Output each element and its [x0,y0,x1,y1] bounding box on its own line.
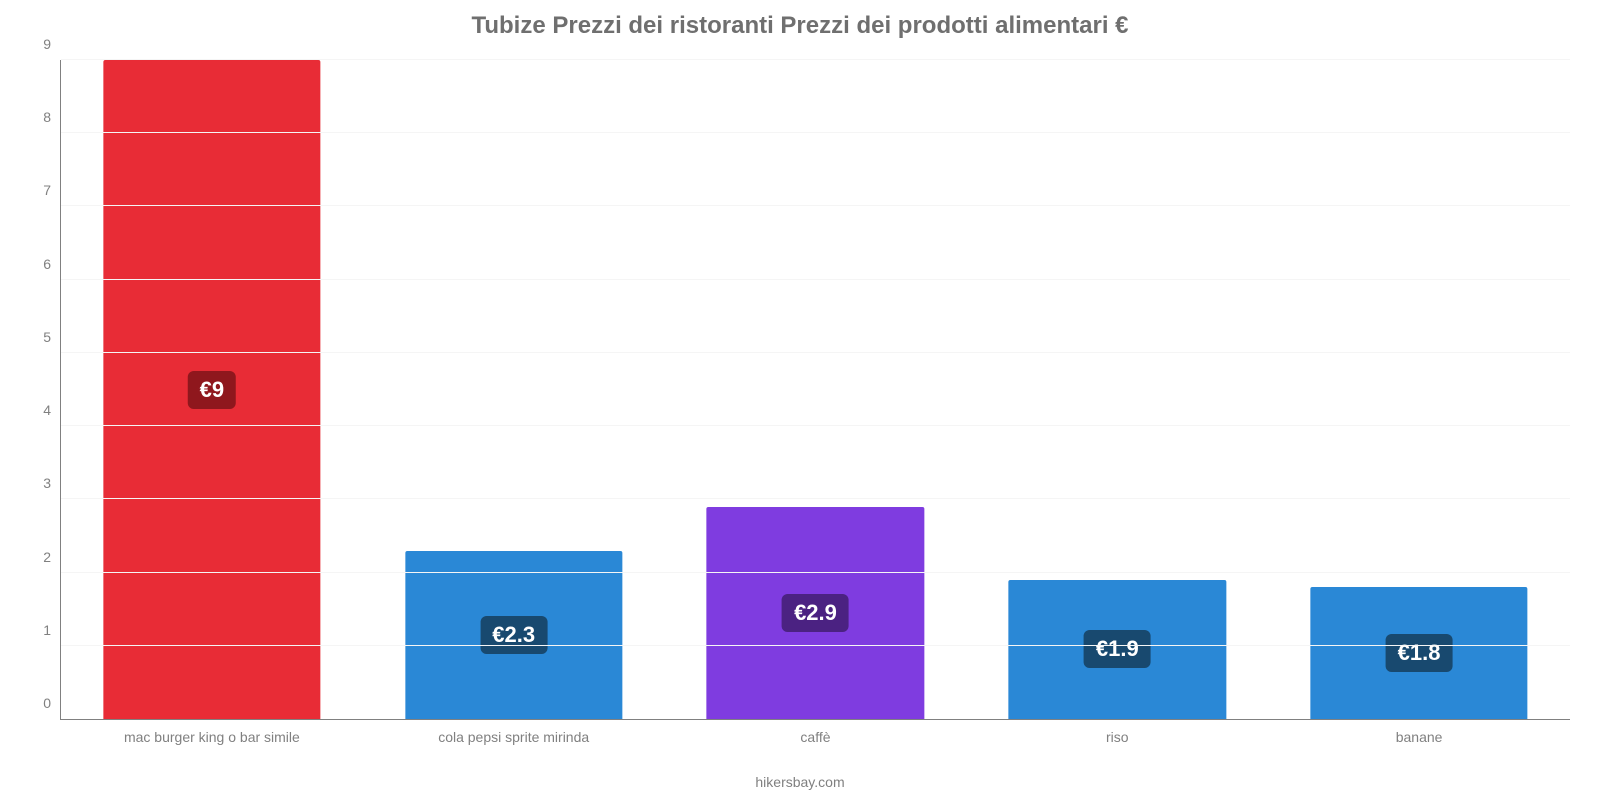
chart-title: Tubize Prezzi dei ristoranti Prezzi dei … [0,12,1600,40]
y-tick-label: 8 [43,109,61,125]
x-tick-label: riso [1106,719,1129,745]
grid-line [61,645,1570,646]
y-tick-label: 2 [43,549,61,565]
x-tick-label: banane [1396,719,1443,745]
bar-slot: €1.9riso [966,60,1268,719]
y-tick-label: 7 [43,182,61,198]
y-tick-label: 3 [43,475,61,491]
bars-container: €9mac burger king o bar simile€2.3cola p… [61,60,1570,719]
y-tick-label: 0 [43,695,61,711]
grid-line [61,59,1570,60]
bar-slot: €9mac burger king o bar simile [61,60,363,719]
bar-value-label: €1.9 [1084,630,1151,668]
grid-line [61,279,1570,280]
y-tick-label: 1 [43,622,61,638]
bar-value-label: €1.8 [1386,634,1453,672]
bar-slot: €1.8banane [1268,60,1570,719]
grid-line [61,132,1570,133]
grid-line [61,205,1570,206]
x-tick-label: mac burger king o bar simile [124,719,300,745]
x-tick-label: caffè [800,719,830,745]
price-chart: Tubize Prezzi dei ristoranti Prezzi dei … [0,0,1600,800]
bar-value-label: €2.3 [480,616,547,654]
bar-value-label: €2.9 [782,594,849,632]
y-tick-label: 5 [43,329,61,345]
grid-line [61,498,1570,499]
plot-area: €9mac burger king o bar simile€2.3cola p… [60,60,1570,720]
bar-slot: €2.9caffè [665,60,967,719]
bar-value-label: €9 [188,371,236,409]
grid-line [61,352,1570,353]
y-tick-label: 9 [43,36,61,52]
chart-credit: hikersbay.com [0,774,1600,790]
bar-slot: €2.3cola pepsi sprite mirinda [363,60,665,719]
y-tick-label: 4 [43,402,61,418]
y-tick-label: 6 [43,256,61,272]
grid-line [61,425,1570,426]
grid-line [61,572,1570,573]
x-tick-label: cola pepsi sprite mirinda [438,719,589,745]
